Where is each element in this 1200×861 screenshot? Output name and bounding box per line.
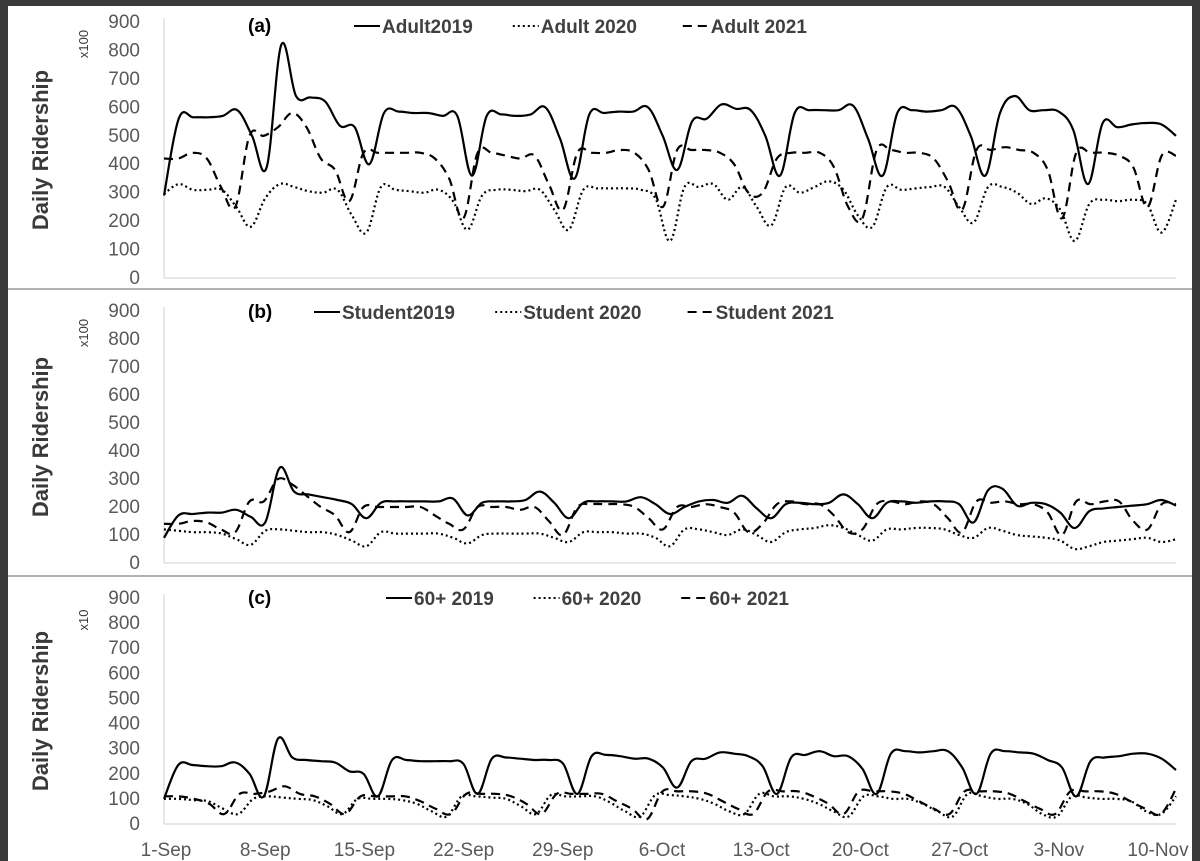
series-line-0 xyxy=(162,41,1177,196)
y-tick-label: 500 xyxy=(108,126,140,147)
x-tick-label: 27-Oct xyxy=(931,840,989,861)
y-tick-label: 300 xyxy=(108,183,140,204)
x-tick-label: 3-Nov xyxy=(1033,840,1084,861)
y-tick-label: 200 xyxy=(108,211,140,232)
legend-entry: Adult 2020 xyxy=(541,17,637,38)
y-tick-label: 200 xyxy=(108,764,140,785)
legend-entry: Adult2019 xyxy=(382,17,473,38)
y-tick-label: 100 xyxy=(108,789,140,810)
y-tick-label: 100 xyxy=(108,240,140,261)
y-tick-label: 700 xyxy=(108,638,140,659)
panel-label: (a) xyxy=(248,16,271,37)
y-tick-label: 300 xyxy=(108,739,140,760)
figure-frame: 0 100 200 300 400 500 600 700 800 900 Daily Riders… xyxy=(8,6,1192,861)
x-tick-label: 29-Sep xyxy=(532,840,593,861)
y-tick-label: 400 xyxy=(108,714,140,735)
y-tick-label: 900 xyxy=(108,588,140,609)
panel-label: (c) xyxy=(248,588,271,609)
y-tick-label: 400 xyxy=(108,154,140,175)
series-line-2 xyxy=(163,785,1177,821)
y-tick-label: 600 xyxy=(108,97,140,118)
series-line-1 xyxy=(163,180,1178,243)
series-line-0 xyxy=(163,465,1177,539)
y-tick-label: 600 xyxy=(108,385,140,406)
x-tick-label: 10-Nov xyxy=(1127,840,1189,861)
x-tick-label: 22-Sep xyxy=(433,840,494,861)
y-tick-label: 900 xyxy=(108,12,140,33)
y-unit-label: x10 xyxy=(76,610,91,631)
y-axis-label: Daily Ridership xyxy=(28,631,53,791)
y-axis-label: Daily Ridership xyxy=(28,70,53,230)
series-line-1 xyxy=(163,791,1177,819)
y-tick-label: 700 xyxy=(108,69,140,90)
legend-entry: 60+ 2020 xyxy=(562,589,642,610)
y-unit-label: x100 xyxy=(76,30,91,58)
y-tick-label: 700 xyxy=(108,357,140,378)
series-line-1 xyxy=(163,524,1177,551)
legend-entry: Adult 2021 xyxy=(711,17,808,38)
y-tick-label: 0 xyxy=(129,268,140,289)
chart-panel-a: 0 100 200 300 400 500 600 700 800 900 Daily Riders… xyxy=(28,12,1178,289)
x-tick-label: 20-Oct xyxy=(832,840,890,861)
panel-label: (b) xyxy=(248,302,272,323)
figure-canvas: 0 100 200 300 400 500 600 700 800 900 Daily Riders… xyxy=(8,12,1192,861)
x-tick-label: 15-Sep xyxy=(334,840,395,861)
y-tick-label: 300 xyxy=(108,469,140,490)
y-axis-label: Daily Ridership xyxy=(28,357,53,517)
x-tick-label: 1-Sep xyxy=(141,840,192,861)
chart-panel-c: 0 100 200 300 400 500 600 700 800 900 Daily Riders… xyxy=(28,588,1177,835)
y-tick-label: 100 xyxy=(108,525,140,546)
y-tick-label: 900 xyxy=(108,301,140,322)
y-tick-label: 800 xyxy=(108,329,140,350)
x-tick-label: 6-Oct xyxy=(639,840,686,861)
y-tick-label: 500 xyxy=(108,413,140,434)
y-tick-label: 500 xyxy=(108,688,140,709)
x-tick-label: 13-Oct xyxy=(733,840,791,861)
legend-entry: 60+ 2019 xyxy=(414,589,494,610)
y-tick-label: 800 xyxy=(108,613,140,634)
y-unit-label: x100 xyxy=(76,319,91,347)
series-line-0 xyxy=(162,736,1177,800)
y-tick-label: 0 xyxy=(129,814,140,835)
y-tick-label: 200 xyxy=(108,497,140,518)
legend-entry: Student 2021 xyxy=(716,303,835,324)
series-line-2 xyxy=(163,111,1177,224)
legend-entry: Student 2020 xyxy=(523,303,641,324)
legend-entry: 60+ 2021 xyxy=(709,589,789,610)
x-tick-label: 8-Sep xyxy=(240,840,291,861)
y-tick-label: 800 xyxy=(108,40,140,61)
chart-panel-b: 0 100 200 300 400 500 600 700 800 900 Daily Riders… xyxy=(28,301,1177,574)
y-tick-label: 600 xyxy=(108,663,140,684)
series-line-2 xyxy=(163,477,1177,537)
y-tick-label: 0 xyxy=(129,553,140,574)
y-tick-label: 400 xyxy=(108,441,140,462)
legend-entry: Student2019 xyxy=(342,303,455,324)
